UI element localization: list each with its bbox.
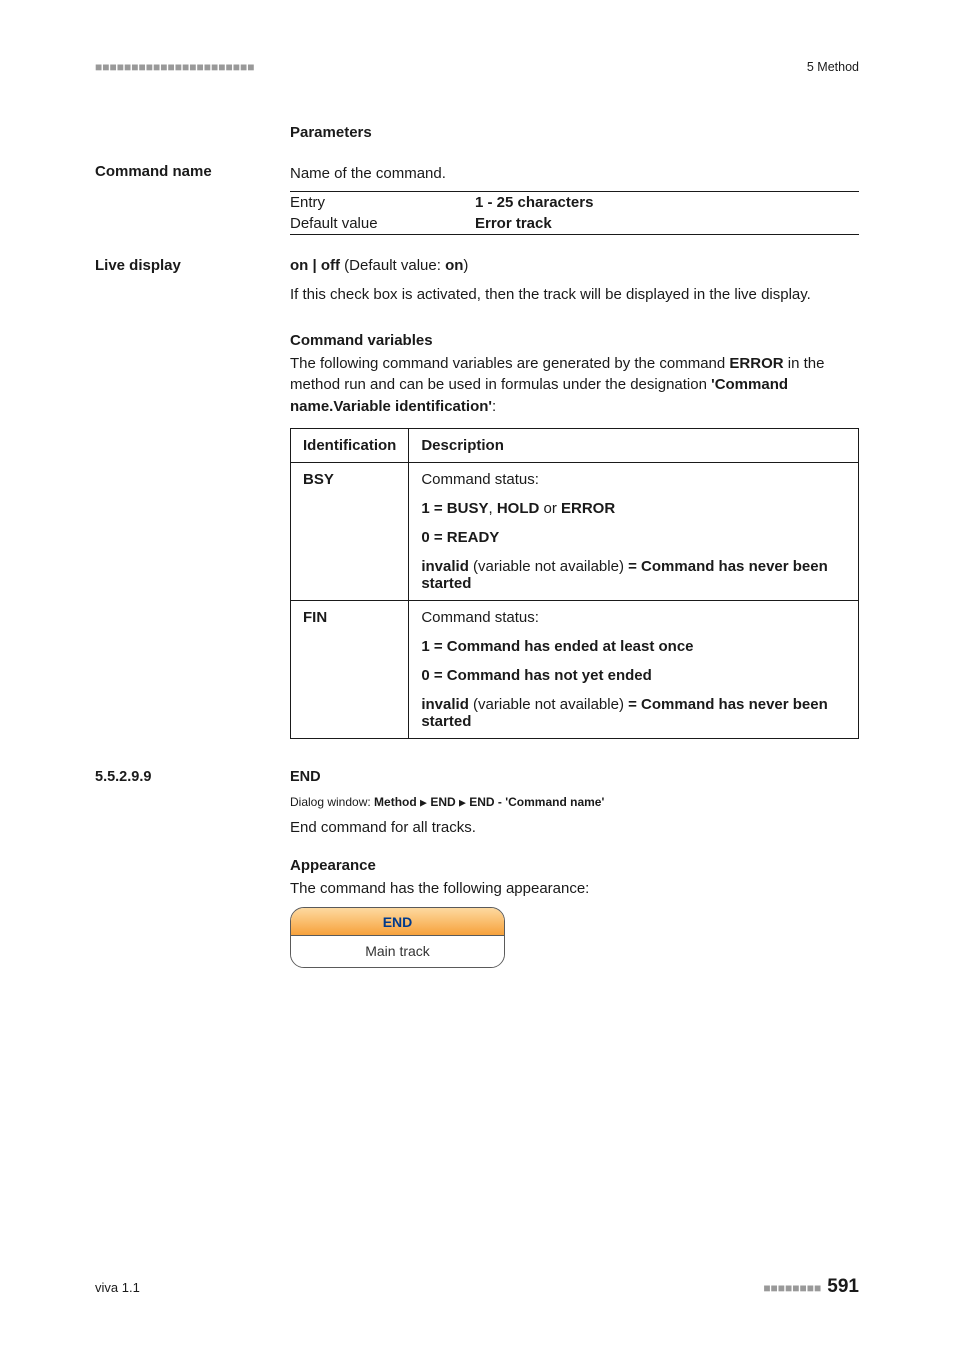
table-row: Identification Description	[291, 428, 859, 462]
appearance-heading: Appearance	[290, 857, 859, 874]
header-dots: ■■■■■■■■■■■■■■■■■■■■■■	[95, 60, 254, 74]
end-desc: End command for all tracks.	[290, 817, 859, 839]
footer-page: 591	[827, 1276, 859, 1297]
end-box-bottom: Main track	[291, 936, 504, 967]
end-command-box: END Main track	[290, 907, 505, 968]
col-identification: Identification	[291, 428, 409, 462]
live-display-label: Live display	[95, 257, 290, 274]
triangle-icon: ▶	[459, 797, 466, 807]
default-value: Error track	[475, 213, 859, 235]
command-name-desc: Name of the command.	[290, 163, 859, 185]
footer-right: ■■■■■■■■ 591	[763, 1276, 859, 1298]
end-box-top: END	[291, 908, 504, 936]
fin-id: FIN	[291, 600, 409, 738]
end-section-number: 5.5.2.9.9	[95, 769, 290, 785]
footer-left: viva 1.1	[95, 1280, 140, 1295]
bsy-id: BSY	[291, 462, 409, 600]
end-section-title: END	[290, 769, 321, 785]
command-name-label: Command name	[95, 163, 290, 180]
table-row: Entry 1 - 25 characters	[290, 191, 859, 213]
command-variables-heading: Command variables	[290, 332, 859, 349]
command-variables-intro: The following command variables are gene…	[290, 353, 859, 418]
footer-dots: ■■■■■■■■	[763, 1281, 821, 1295]
entry-value: 1 - 25 characters	[475, 191, 859, 213]
end-dialog-line: Dialog window: Method ▶ END ▶ END - 'Com…	[290, 795, 859, 809]
table-row: BSY Command status: 1 = BUSY, HOLD or ER…	[291, 462, 859, 600]
table-row: Default value Error track	[290, 213, 859, 235]
default-label: Default value	[290, 213, 475, 235]
command-variables-table: Identification Description BSY Command s…	[290, 428, 859, 739]
parameters-heading: Parameters	[290, 124, 859, 141]
command-name-table: Entry 1 - 25 characters Default value Er…	[290, 191, 859, 235]
appearance-text: The command has the following appearance…	[290, 878, 859, 900]
header-right: 5 Method	[807, 60, 859, 74]
triangle-icon: ▶	[420, 797, 427, 807]
fin-desc: Command status: 1 = Command has ended at…	[409, 600, 859, 738]
bsy-desc: Command status: 1 = BUSY, HOLD or ERROR …	[409, 462, 859, 600]
entry-label: Entry	[290, 191, 475, 213]
col-description: Description	[409, 428, 859, 462]
table-row: FIN Command status: 1 = Command has ende…	[291, 600, 859, 738]
live-display-onoff: on | off (Default value: on)	[290, 257, 859, 274]
live-display-desc: If this check box is activated, then the…	[290, 284, 859, 306]
